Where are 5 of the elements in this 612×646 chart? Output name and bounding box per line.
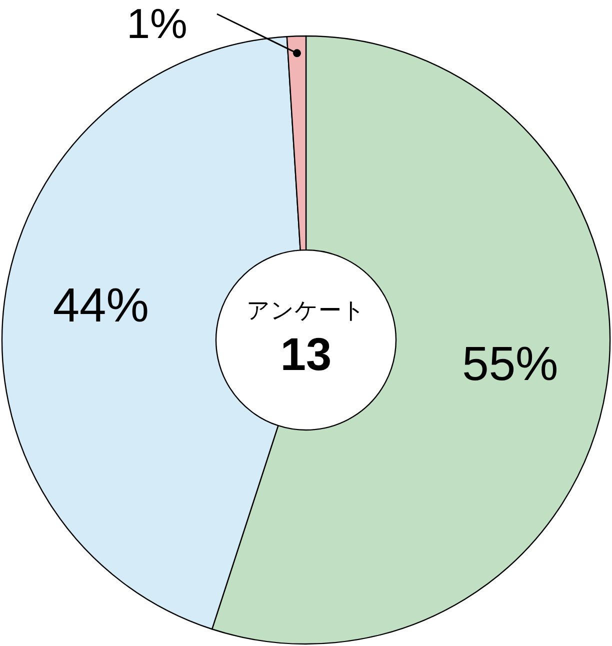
data-label: 55% <box>462 338 558 391</box>
text: アンケート <box>246 297 366 323</box>
text: 13 <box>280 328 332 380</box>
data-label: 44% <box>52 280 149 333</box>
data-label: 1% <box>126 0 188 47</box>
